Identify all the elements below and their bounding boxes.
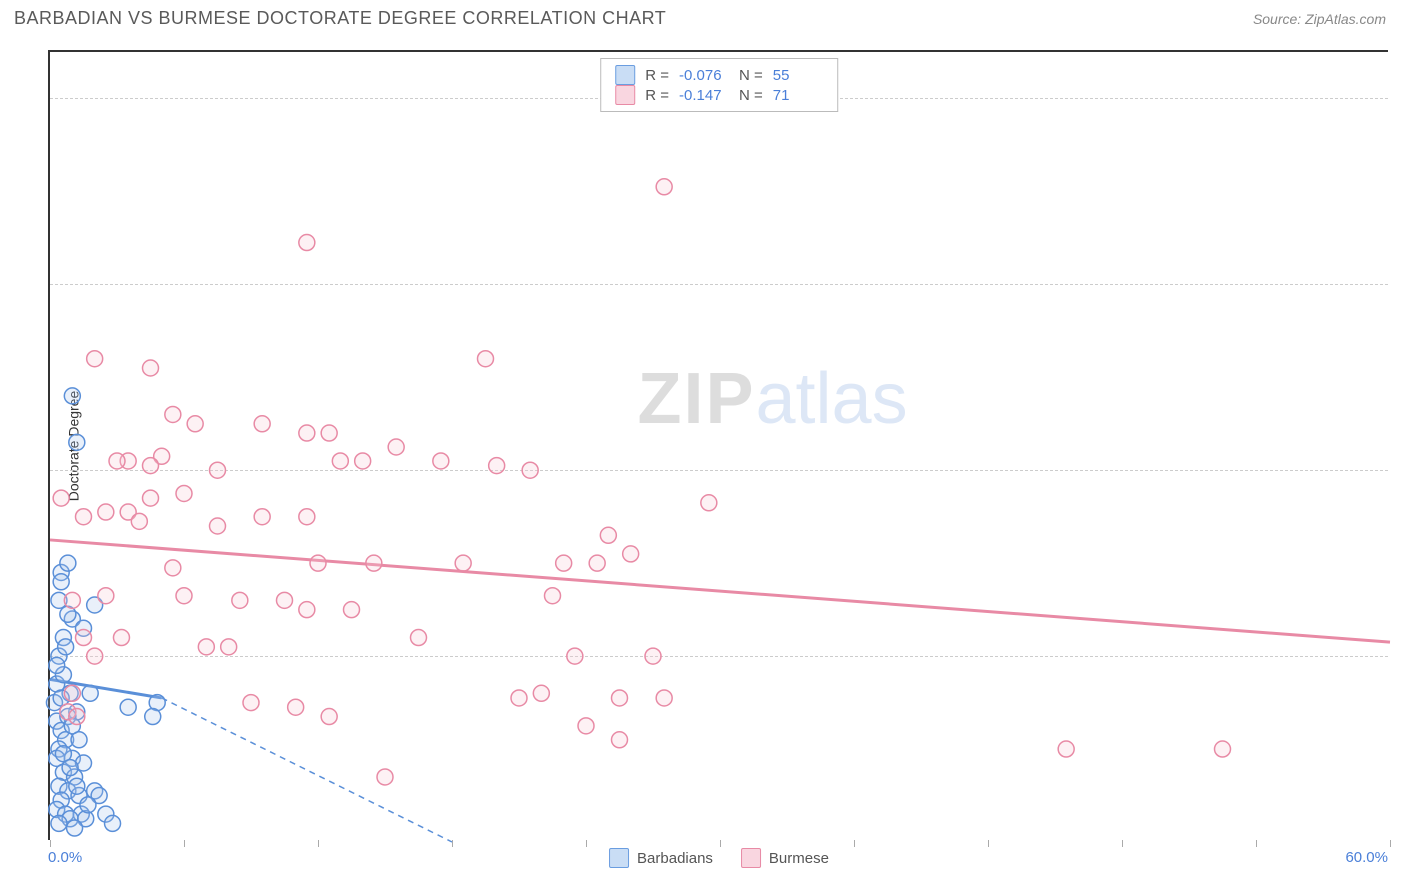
series-legend: Barbadians Burmese	[609, 848, 829, 868]
legend-swatch-burmese	[615, 85, 635, 105]
x-tick	[854, 840, 855, 847]
x-tick	[50, 840, 51, 847]
scatter-plot-svg	[50, 52, 1388, 840]
chart-title: BARBADIAN VS BURMESE DOCTORATE DEGREE CO…	[14, 8, 666, 29]
legend-item-burmese: Burmese	[741, 848, 829, 868]
source-attribution: Source: ZipAtlas.com	[1253, 11, 1386, 27]
x-tick	[1390, 840, 1391, 847]
x-tick	[452, 840, 453, 847]
x-tick	[184, 840, 185, 847]
x-tick	[988, 840, 989, 847]
x-tick	[318, 840, 319, 847]
legend-swatch-icon	[609, 848, 629, 868]
x-tick	[1122, 840, 1123, 847]
x-axis-max-label: 60.0%	[1345, 849, 1388, 866]
chart-plot-area: Doctorate Degree ZIPatlas 2.0%4.0%6.0%8.…	[48, 50, 1388, 840]
legend-row-burmese: R = -0.147 N = 71	[615, 85, 823, 105]
x-tick	[1256, 840, 1257, 847]
legend-item-barbadians: Barbadians	[609, 848, 713, 868]
legend-row-barbadians: R = -0.076 N = 55	[615, 65, 823, 85]
x-tick	[720, 840, 721, 847]
legend-swatch-icon	[741, 848, 761, 868]
x-axis-min-label: 0.0%	[48, 849, 82, 866]
correlation-legend: R = -0.076 N = 55 R = -0.147 N = 71	[600, 58, 838, 112]
header: BARBADIAN VS BURMESE DOCTORATE DEGREE CO…	[0, 0, 1406, 33]
x-tick	[586, 840, 587, 847]
legend-swatch-barbadians	[615, 65, 635, 85]
